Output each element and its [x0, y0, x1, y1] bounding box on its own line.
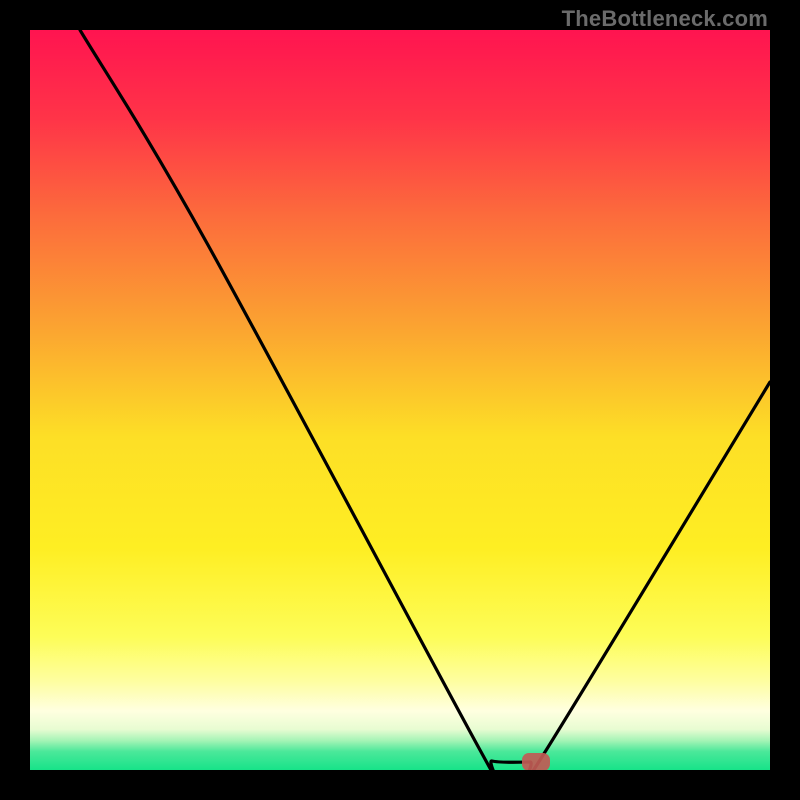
watermark-text: TheBottleneck.com [562, 6, 768, 32]
chart-frame: TheBottleneck.com [0, 0, 800, 800]
bottleneck-curve [80, 30, 770, 770]
curve-layer [30, 30, 770, 770]
plot-area [30, 30, 770, 770]
optimum-marker [522, 753, 550, 770]
